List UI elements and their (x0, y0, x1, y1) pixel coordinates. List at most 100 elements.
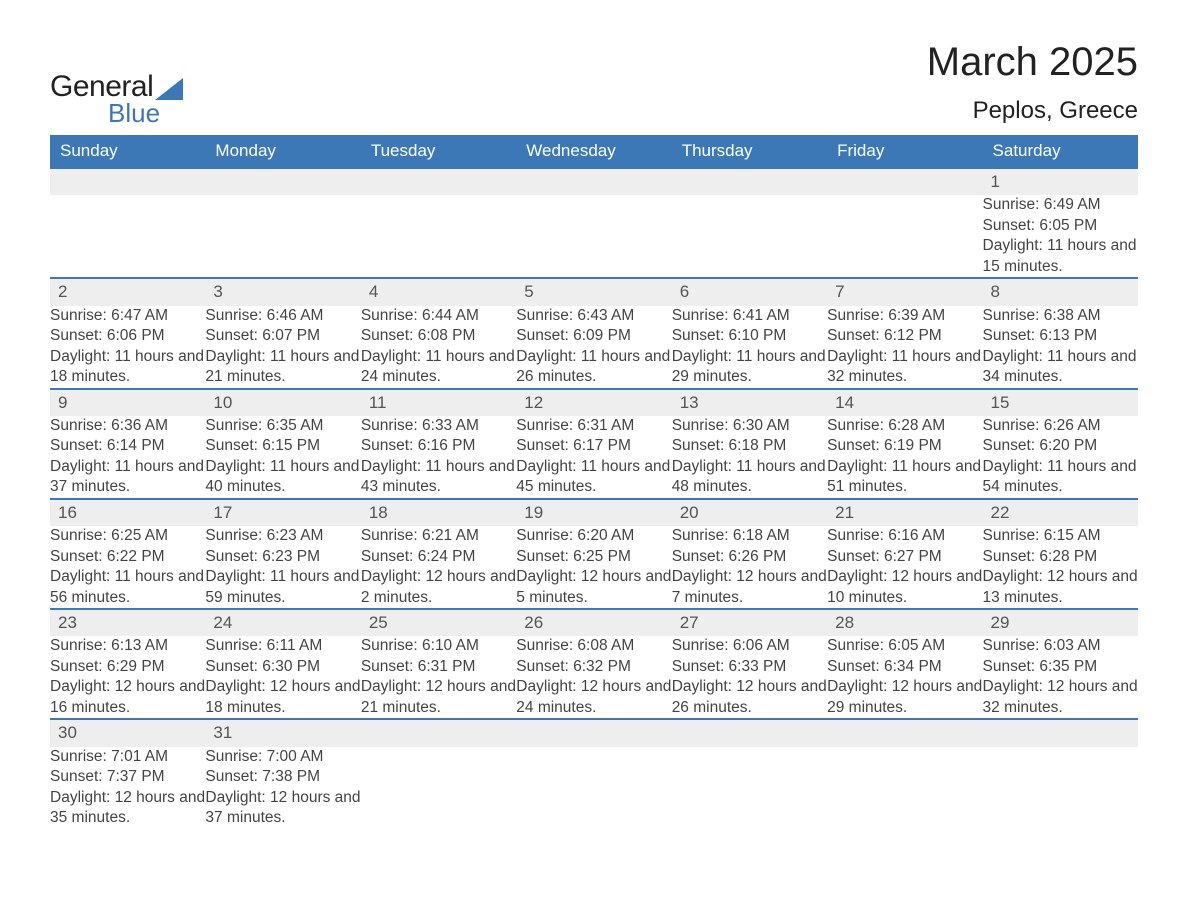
page-title: March 2025 (927, 40, 1138, 85)
day-number: 27 (672, 610, 827, 636)
sunrise-text: Sunrise: 7:00 AM (205, 747, 360, 767)
day-number: 11 (361, 390, 516, 416)
day-cell-header: 3 (205, 278, 360, 305)
sunrise-text: Sunrise: 6:25 AM (50, 526, 205, 546)
day-cell-header: 26 (516, 609, 671, 636)
day-cell-header: 29 (983, 609, 1138, 636)
day-number: 23 (50, 610, 205, 636)
daylight-text: Daylight: 12 hours and 26 minutes. (672, 677, 827, 718)
day-cell-header (516, 719, 671, 746)
day-cell-info: Sunrise: 6:06 AMSunset: 6:33 PMDaylight:… (672, 636, 827, 719)
sunrise-text: Sunrise: 6:23 AM (205, 526, 360, 546)
sunrise-text: Sunrise: 6:05 AM (827, 636, 982, 656)
sunset-text: Sunset: 7:37 PM (50, 767, 205, 787)
day-cell-header (516, 168, 671, 195)
day-cell-header (205, 168, 360, 195)
day-cell-info: Sunrise: 6:18 AMSunset: 6:26 PMDaylight:… (672, 526, 827, 609)
day-number: 7 (827, 279, 982, 305)
weekday-header: Wednesday (516, 135, 671, 168)
sunset-text: Sunset: 6:20 PM (983, 436, 1138, 456)
day-cell-header: 4 (361, 278, 516, 305)
daylight-text: Daylight: 12 hours and 16 minutes. (50, 677, 205, 718)
day-cell-info: Sunrise: 6:20 AMSunset: 6:25 PMDaylight:… (516, 526, 671, 609)
day-cell-info: Sunrise: 6:43 AMSunset: 6:09 PMDaylight:… (516, 306, 671, 389)
day-cell-header: 9 (50, 389, 205, 416)
sunrise-text: Sunrise: 6:06 AM (672, 636, 827, 656)
day-cell-info: Sunrise: 7:00 AMSunset: 7:38 PMDaylight:… (205, 747, 360, 829)
sunset-text: Sunset: 6:22 PM (50, 547, 205, 567)
sunrise-text: Sunrise: 6:44 AM (361, 306, 516, 326)
sunset-text: Sunset: 6:08 PM (361, 326, 516, 346)
day-cell-info (672, 747, 827, 829)
day-cell-info: Sunrise: 6:28 AMSunset: 6:19 PMDaylight:… (827, 416, 982, 499)
day-cell-info: Sunrise: 6:46 AMSunset: 6:07 PMDaylight:… (205, 306, 360, 389)
daylight-text: Daylight: 11 hours and 37 minutes. (50, 457, 205, 498)
weekday-header: Friday (827, 135, 982, 168)
day-cell-info (361, 747, 516, 829)
daynum-row: 1 (50, 168, 1138, 195)
day-number: 20 (672, 500, 827, 526)
sunset-text: Sunset: 6:13 PM (983, 326, 1138, 346)
day-cell-info: Sunrise: 6:05 AMSunset: 6:34 PMDaylight:… (827, 636, 982, 719)
sunrise-text: Sunrise: 6:10 AM (361, 636, 516, 656)
weekday-header: Sunday (50, 135, 205, 168)
sunrise-text: Sunrise: 6:16 AM (827, 526, 982, 546)
day-number: 16 (50, 500, 205, 526)
daylight-text: Daylight: 12 hours and 37 minutes. (205, 788, 360, 829)
sunset-text: Sunset: 6:06 PM (50, 326, 205, 346)
daylight-text: Daylight: 12 hours and 2 minutes. (361, 567, 516, 608)
day-number: 5 (516, 279, 671, 305)
sunset-text: Sunset: 6:31 PM (361, 657, 516, 677)
day-number: 10 (205, 390, 360, 416)
day-cell-header: 6 (672, 278, 827, 305)
day-cell-header: 10 (205, 389, 360, 416)
day-number: 28 (827, 610, 982, 636)
sunrise-text: Sunrise: 6:20 AM (516, 526, 671, 546)
sunrise-text: Sunrise: 6:15 AM (983, 526, 1138, 546)
sunset-text: Sunset: 6:27 PM (827, 547, 982, 567)
daylight-text: Daylight: 12 hours and 29 minutes. (827, 677, 982, 718)
day-cell-header (50, 168, 205, 195)
daylight-text: Daylight: 11 hours and 54 minutes. (983, 457, 1138, 498)
day-cell-info: Sunrise: 6:15 AMSunset: 6:28 PMDaylight:… (983, 526, 1138, 609)
sunrise-text: Sunrise: 6:39 AM (827, 306, 982, 326)
sunrise-text: Sunrise: 6:26 AM (983, 416, 1138, 436)
day-cell-info (827, 747, 982, 829)
daylight-text: Daylight: 11 hours and 21 minutes. (205, 347, 360, 388)
sunrise-text: Sunrise: 6:35 AM (205, 416, 360, 436)
day-number: 8 (983, 279, 1138, 305)
day-cell-header: 24 (205, 609, 360, 636)
sunset-text: Sunset: 6:10 PM (672, 326, 827, 346)
day-cell-info: Sunrise: 6:11 AMSunset: 6:30 PMDaylight:… (205, 636, 360, 719)
day-number: 25 (361, 610, 516, 636)
day-cell-info: Sunrise: 6:08 AMSunset: 6:32 PMDaylight:… (516, 636, 671, 719)
day-cell-header: 25 (361, 609, 516, 636)
day-cell-info: Sunrise: 6:23 AMSunset: 6:23 PMDaylight:… (205, 526, 360, 609)
day-cell-header: 16 (50, 499, 205, 526)
sunrise-text: Sunrise: 6:30 AM (672, 416, 827, 436)
logo: General Blue (50, 70, 183, 129)
day-cell-header (672, 168, 827, 195)
sunrise-text: Sunrise: 6:43 AM (516, 306, 671, 326)
day-number: 3 (205, 279, 360, 305)
day-number: 14 (827, 390, 982, 416)
page-subtitle: Peplos, Greece (927, 97, 1138, 125)
daylight-text: Daylight: 12 hours and 32 minutes. (983, 677, 1138, 718)
day-cell-info: Sunrise: 6:41 AMSunset: 6:10 PMDaylight:… (672, 306, 827, 389)
sunset-text: Sunset: 6:07 PM (205, 326, 360, 346)
sunrise-text: Sunrise: 6:18 AM (672, 526, 827, 546)
sunset-text: Sunset: 6:25 PM (516, 547, 671, 567)
daylight-text: Daylight: 11 hours and 48 minutes. (672, 457, 827, 498)
day-cell-info: Sunrise: 6:35 AMSunset: 6:15 PMDaylight:… (205, 416, 360, 499)
sunrise-text: Sunrise: 6:38 AM (983, 306, 1138, 326)
daylight-text: Daylight: 12 hours and 13 minutes. (983, 567, 1138, 608)
day-cell-header: 7 (827, 278, 982, 305)
day-cell-header (361, 168, 516, 195)
sunrise-text: Sunrise: 7:01 AM (50, 747, 205, 767)
day-cell-header: 13 (672, 389, 827, 416)
day-cell-info: Sunrise: 6:39 AMSunset: 6:12 PMDaylight:… (827, 306, 982, 389)
daylight-text: Daylight: 12 hours and 7 minutes. (672, 567, 827, 608)
day-cell-header: 27 (672, 609, 827, 636)
weekday-header: Saturday (983, 135, 1138, 168)
day-cell-header (827, 168, 982, 195)
